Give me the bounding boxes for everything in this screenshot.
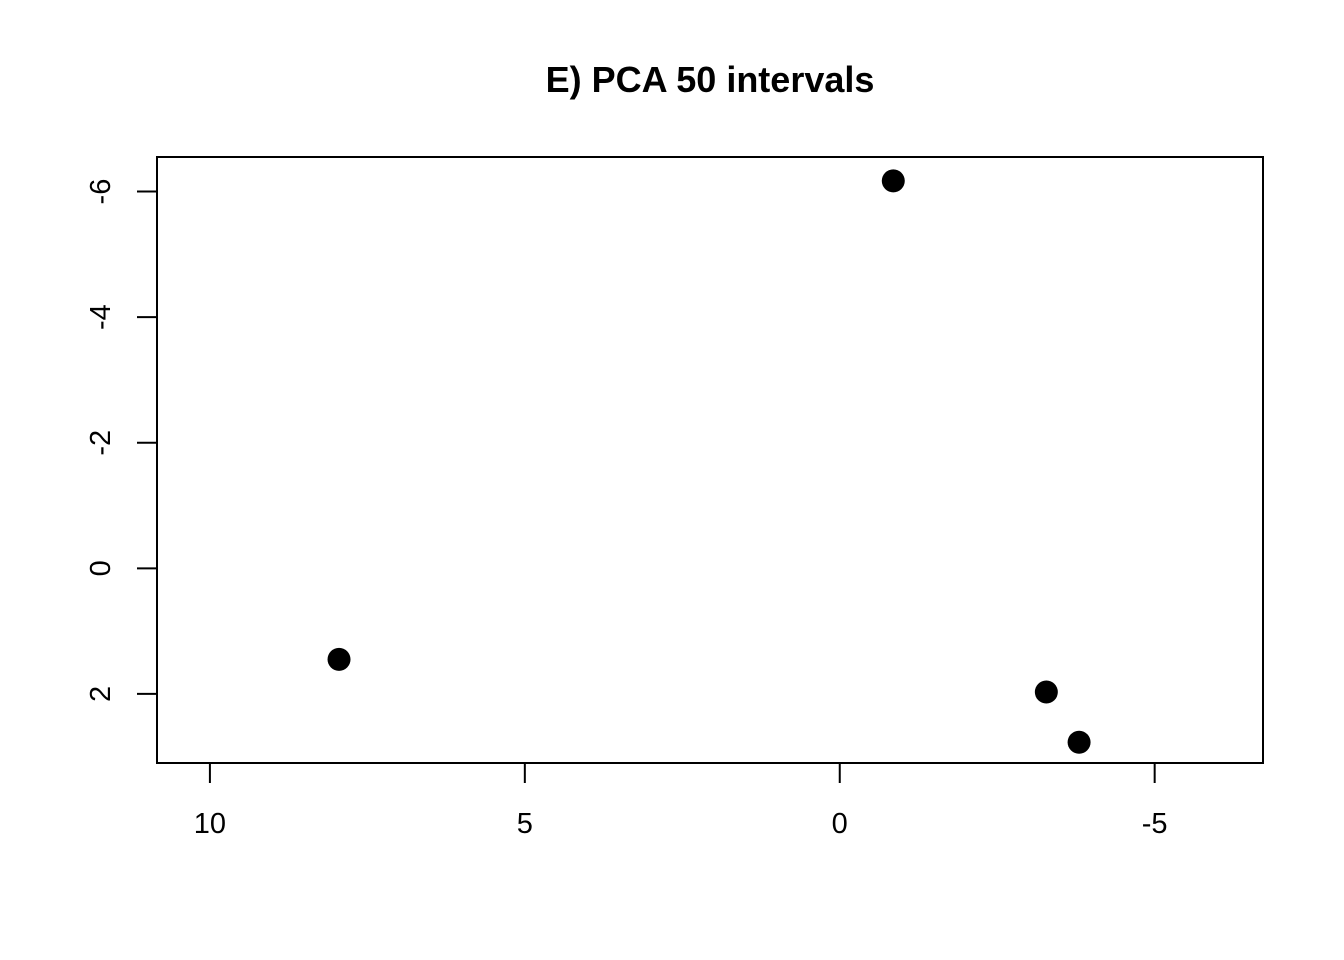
data-point	[881, 169, 905, 193]
x-axis: 10 5 0 -5	[194, 762, 1168, 840]
y-tick-label: -2	[85, 430, 117, 456]
y-tick-label: 2	[85, 686, 117, 702]
plot-frame	[156, 156, 1264, 764]
x-tick-label: -5	[1142, 808, 1168, 840]
y-axis: -6 -4 -2 0 2	[85, 179, 158, 702]
y-tick-label: -6	[85, 179, 117, 205]
x-tick-label: 5	[517, 808, 533, 840]
data-point	[1067, 730, 1091, 754]
x-tick-label: 10	[194, 808, 226, 840]
data-points	[327, 169, 1091, 754]
x-tick-label: 0	[832, 808, 848, 840]
y-tick-label: -4	[85, 304, 117, 330]
data-point	[327, 647, 351, 671]
chart-title: E) PCA 50 intervals	[546, 59, 875, 100]
data-point	[1034, 680, 1058, 704]
y-tick-label: 0	[85, 560, 117, 576]
